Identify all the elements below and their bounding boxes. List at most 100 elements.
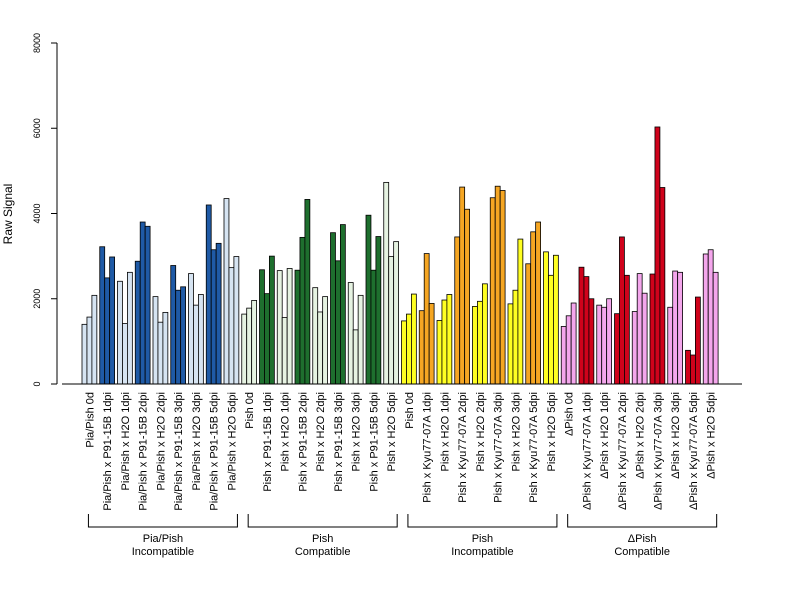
bar xyxy=(375,236,382,385)
group-label-line1: Pish xyxy=(312,533,333,545)
x-tick-label: Pia/Pish x H2O 5dpi xyxy=(226,392,238,490)
group-bracket xyxy=(407,514,558,528)
bar xyxy=(685,349,691,385)
bar xyxy=(180,286,186,385)
group-label-line2: Incompatible xyxy=(132,546,194,558)
group-bracket xyxy=(87,514,238,528)
bar xyxy=(228,267,235,385)
bar xyxy=(659,187,666,385)
bar xyxy=(193,304,199,385)
bar xyxy=(601,306,608,385)
bar xyxy=(472,306,478,385)
bar xyxy=(543,251,549,385)
bar xyxy=(347,282,354,385)
bar xyxy=(139,221,146,385)
bar xyxy=(631,311,638,385)
bar xyxy=(654,126,661,385)
bar xyxy=(304,199,311,385)
bar xyxy=(299,236,306,385)
bar xyxy=(641,292,648,385)
bar xyxy=(91,294,98,385)
x-tick-label: ΔPish x Kyu77-07A 2dpi xyxy=(617,392,629,510)
bar xyxy=(464,208,470,385)
bar xyxy=(535,221,542,385)
bar xyxy=(614,313,620,385)
x-tick-label: Pish x H2O 2dpi xyxy=(315,392,327,471)
bar xyxy=(268,255,275,385)
bar xyxy=(530,231,537,385)
y-tick-label: 6000 xyxy=(32,118,42,138)
x-tick-label: Pish x H2O 5dpi xyxy=(386,392,398,471)
bar xyxy=(276,270,283,385)
bar xyxy=(560,326,567,385)
x-tick-label: Pia/Pish x P91-15B 1dpi xyxy=(102,392,114,511)
y-axis: 0 2000 4000 6000 8000 xyxy=(32,33,58,387)
y-tick-label: 8000 xyxy=(32,33,42,53)
x-tick-label: ΔPish x H2O 5dpi xyxy=(706,392,718,479)
bar xyxy=(499,190,506,385)
bar xyxy=(312,287,319,385)
bar xyxy=(707,249,714,385)
x-tick-label: Pish x P91-15B 3dpi xyxy=(333,392,345,492)
bar xyxy=(677,271,684,385)
bar xyxy=(406,313,412,385)
bar xyxy=(672,270,679,385)
x-tick-label: Pia/Pish 0d xyxy=(84,392,96,448)
x-tick-label: Pish 0d xyxy=(244,392,256,429)
x-tick-label: ΔPish x H2O 2dpi xyxy=(635,392,647,479)
bar xyxy=(695,296,701,385)
bar xyxy=(410,293,417,385)
bar xyxy=(481,283,488,385)
bar xyxy=(241,313,248,385)
bar xyxy=(690,354,696,385)
x-tick-label: Pish x H2O 1dpi xyxy=(280,392,292,471)
bar xyxy=(507,303,514,385)
bar xyxy=(317,311,324,385)
group-label-line1: Pia/Pish xyxy=(143,533,183,545)
group-bracket xyxy=(247,514,398,528)
bar xyxy=(86,316,93,385)
x-tick-label: ΔPish x H2O 3dpi xyxy=(670,392,682,479)
x-tick-label: ΔPish 0d xyxy=(564,392,576,436)
bar xyxy=(565,315,572,385)
x-tick-label: Pish x Kyu77-07A 5dpi xyxy=(528,392,540,503)
bar xyxy=(357,294,364,385)
x-tick-label: Pia/Pish x H2O 3dpi xyxy=(191,392,203,490)
group-label-line1: ΔPish xyxy=(628,533,657,545)
group-label-line1: Pish xyxy=(472,533,493,545)
bar xyxy=(152,296,159,385)
x-tick-label: ΔPish x Kyu77-07A 3dpi xyxy=(652,392,664,510)
x-tick-label: Pish x P91-15B 1dpi xyxy=(262,392,274,492)
x-tick-label: Pish x H2O 1dpi xyxy=(439,392,451,471)
bar xyxy=(281,317,288,385)
x-tick-label: ΔPish x Kyu77-07A 5dpi xyxy=(688,392,700,510)
bar xyxy=(286,268,293,385)
bar xyxy=(570,302,577,385)
group-bracket xyxy=(567,514,718,528)
bar xyxy=(583,276,590,385)
bar xyxy=(170,265,177,385)
x-tick-label: Pish x H2O 2dpi xyxy=(475,392,487,471)
bar xyxy=(441,299,448,385)
bar xyxy=(512,289,519,385)
bar xyxy=(624,274,630,385)
bar xyxy=(489,197,496,385)
bar xyxy=(352,329,359,385)
bar xyxy=(127,271,133,385)
bar xyxy=(246,307,253,385)
x-tick-labels: Pia/Pish 0d Pia/Pish x P91-15B 1dpi Pia/Pi… xyxy=(84,392,717,511)
bar xyxy=(517,238,524,385)
bar xyxy=(606,298,613,385)
x-tick-label: Pish x Kyu77-07A 1dpi xyxy=(422,392,434,503)
bar xyxy=(117,280,123,385)
bar xyxy=(205,204,212,385)
bar xyxy=(188,273,194,385)
bar xyxy=(144,225,151,385)
bar xyxy=(122,323,128,385)
bar xyxy=(335,260,341,385)
bar xyxy=(423,253,430,385)
bar xyxy=(370,269,377,385)
y-axis-label: Raw Signal xyxy=(1,184,15,245)
x-tick-label: Pia/Pish x P91-15B 3dpi xyxy=(173,392,185,511)
x-tick-label: Pish x H2O 3dpi xyxy=(351,392,363,471)
